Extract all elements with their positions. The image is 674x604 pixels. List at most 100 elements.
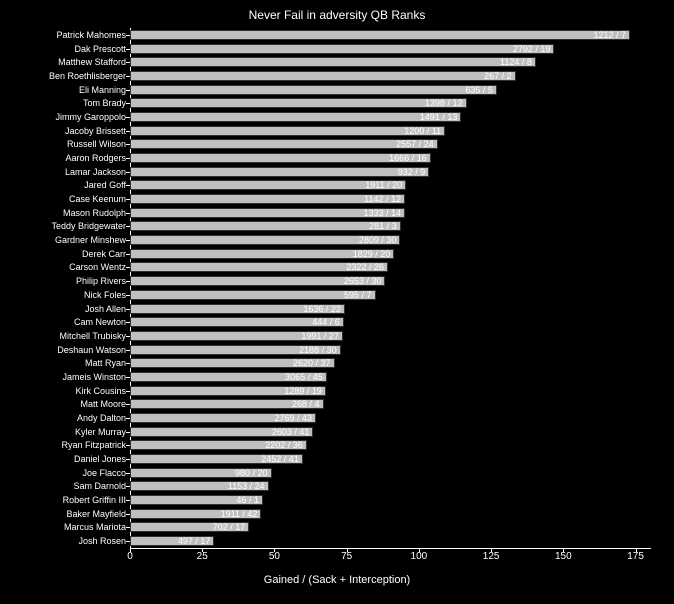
bar-value-label: 1289 / 19 [284, 386, 322, 396]
y-tick-label: Matt Moore [80, 399, 126, 409]
bar: 3065 / 45 [130, 372, 327, 382]
bar-value-label: 46 / 1 [236, 495, 259, 505]
bar: 2769 / 43 [130, 413, 316, 423]
bar: 595 / 7 [130, 290, 376, 300]
y-tick-mark [126, 473, 130, 474]
y-tick-label: Jared Goff [84, 180, 126, 190]
x-tick-label: 50 [269, 551, 280, 562]
bar: 1124 / 8 [130, 57, 536, 67]
bar-row: 1636 / 22 [130, 304, 345, 314]
y-tick-label: Kyler Murray [75, 427, 126, 437]
y-tick-label: Dak Prescott [74, 44, 126, 54]
y-tick-mark [126, 445, 130, 446]
y-tick-label: Jimmy Garoppolo [55, 112, 126, 122]
bar: 1142 / 12 [130, 194, 405, 204]
x-tick-label: 125 [483, 551, 500, 562]
bar-row: 2792 / 19 [130, 44, 554, 54]
y-tick-mark [126, 35, 130, 36]
bar: 2202 / 36 [130, 440, 307, 450]
bar-row: 3065 / 45 [130, 372, 327, 382]
bar: 1911 / 42 [130, 509, 261, 519]
bar: 1398 / 12 [130, 98, 467, 108]
bar-value-label: 1829 / 20 [353, 249, 391, 259]
bar-value-label: 932 / 9 [398, 167, 426, 177]
y-tick-label: Cam Newton [74, 317, 126, 327]
bar-value-label: 1200 / 11 [404, 126, 441, 136]
y-tick-mark [126, 377, 130, 378]
y-tick-mark [126, 199, 130, 200]
y-tick-mark [126, 541, 130, 542]
bar-row: 267 / 2 [130, 71, 516, 81]
y-tick-mark [126, 391, 130, 392]
bar: 980 / 20 [130, 468, 272, 478]
y-tick-mark [126, 185, 130, 186]
y-tick-mark [126, 350, 130, 351]
bar: 2322 / 26 [130, 262, 388, 272]
bar-value-label: 1333 / 14 [363, 208, 401, 218]
bar-row: 1289 / 19 [130, 386, 326, 396]
y-tick-label: Russell Wilson [67, 139, 126, 149]
y-tick-mark [126, 103, 130, 104]
bar-row: 1991 / 27 [130, 331, 343, 341]
bar-value-label: 1991 / 27 [301, 331, 339, 341]
y-tick-label: Nick Foles [84, 290, 126, 300]
bar-row: 444 / 6 [130, 317, 344, 327]
bar: 702 / 17 [130, 522, 249, 532]
y-tick-mark [126, 76, 130, 77]
x-tick-label: 0 [127, 551, 133, 562]
y-tick-mark [126, 363, 130, 364]
bar: 497 / 17 [130, 536, 214, 546]
bar: 1200 / 11 [130, 126, 445, 136]
bar-value-label: 1491 / 13 [420, 112, 458, 122]
y-tick-label: Baker Mayfield [66, 509, 126, 519]
bar-value-label: 1142 / 12 [364, 194, 401, 204]
bar-value-label: 1911 / 42 [221, 509, 258, 519]
x-tick-label: 175 [627, 551, 644, 562]
y-tick-mark [126, 172, 130, 173]
bar: 2188 / 30 [130, 345, 341, 355]
bar: 1636 / 22 [130, 304, 345, 314]
bar-row: 1829 / 20 [130, 249, 394, 259]
y-tick-label: Robert Griffin III [63, 495, 126, 505]
bar: 932 / 9 [130, 167, 429, 177]
bar: 635 / 5 [130, 85, 497, 95]
bar: 1829 / 20 [130, 249, 394, 259]
bar: 444 / 6 [130, 317, 344, 327]
bar-row: 1212 / 7 [130, 30, 630, 40]
bar-value-label: 1124 / 8 [500, 57, 532, 67]
bar-row: 1124 / 8 [130, 57, 536, 67]
y-tick-mark [126, 527, 130, 528]
bar-row: 635 / 5 [130, 85, 497, 95]
bar-value-label: 1398 / 12 [425, 98, 463, 108]
bar-value-label: 980 / 20 [235, 468, 268, 478]
y-tick-label: Philip Rivers [76, 276, 126, 286]
y-tick-mark [126, 322, 130, 323]
bar: 267 / 2 [130, 71, 516, 81]
y-tick-label: Sam Darnold [73, 481, 126, 491]
bar: 2653 / 30 [130, 276, 385, 286]
x-tick-label: 25 [197, 551, 208, 562]
bar-row: 1911 / 42 [130, 509, 261, 519]
bar-row: 932 / 9 [130, 167, 429, 177]
bar-row: 281 / 3 [130, 221, 401, 231]
bar-row: 2769 / 43 [130, 413, 316, 423]
y-tick-label: Patrick Mahomes [56, 30, 126, 40]
y-tick-label: Andy Dalton [77, 413, 126, 423]
bar-value-label: 2769 / 43 [274, 413, 312, 423]
y-tick-mark [126, 213, 130, 214]
y-tick-label: Mitchell Trubisky [59, 331, 126, 341]
y-tick-label: Matthew Stafford [58, 57, 126, 67]
bar: 1991 / 27 [130, 331, 343, 341]
bar-row: 497 / 17 [130, 536, 214, 546]
bar-row: 2557 / 24 [130, 139, 438, 149]
bar-row: 980 / 20 [130, 468, 272, 478]
bar: 2620 / 37 [130, 358, 335, 368]
chart-title: Never Fail in adversity QB Ranks [0, 8, 674, 22]
y-tick-label: Josh Rosen [78, 536, 126, 546]
y-tick-label: Daniel Jones [74, 454, 126, 464]
bar-row: 2452 / 41 [130, 454, 303, 464]
bar-row: 1333 / 14 [130, 208, 405, 218]
bar-value-label: 2322 / 26 [346, 262, 384, 272]
y-tick-label: Deshaun Watson [57, 345, 126, 355]
y-tick-mark [126, 295, 130, 296]
